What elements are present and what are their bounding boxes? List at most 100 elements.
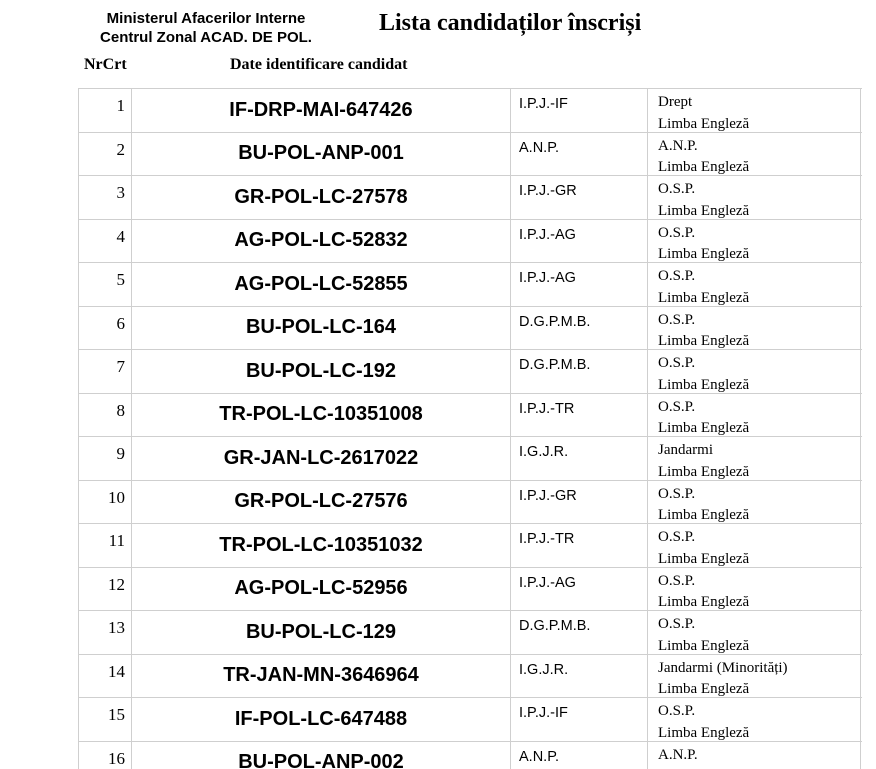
program-cell: A.N.P. [648,741,861,769]
row-number-cell: 7 [79,350,132,393]
row-number-cell: 3 [79,176,132,219]
row-number-cell: 11 [79,524,132,567]
table-row: 2 BU-POL-ANP-001 A.N.P. A.N.P. Limba Eng… [79,132,862,176]
program-line: O.S.P. [658,485,696,502]
language-line: Limba Engleză [658,420,750,436]
table-row: 5 AG-POL-LC-52855 I.P.J.-AG O.S.P. Limba… [79,263,862,307]
candidate-id-cell: IF-POL-LC-647488 [132,698,511,741]
language-line: Limba Engleză [658,724,750,741]
language-line: Limba Engleză [658,115,750,132]
table-row: 16 BU-POL-ANP-002 A.N.P. A.N.P. [79,741,862,769]
organization-line-2: Centrul Zonal ACAD. DE POL. [100,29,312,46]
language-line: Limba Engleză [658,463,750,480]
unit-cell: I.P.J.-TR [511,524,648,567]
candidate-id-cell: BU-POL-ANP-001 [132,132,511,175]
program-line: A.N.P. [658,746,698,763]
unit-cell: I.P.J.-IF [511,698,648,741]
candidate-id-cell: IF-DRP-MAI-647426 [132,89,511,132]
program-line: O.S.P. [658,703,696,719]
program-cell: O.S.P. Limba Engleză [648,480,861,523]
unit-cell: A.N.P. [511,741,648,769]
row-number-cell: 6 [79,306,132,349]
candidate-id-cell: TR-POL-LC-10351032 [132,524,511,567]
organization-header: Ministerul Afacerilor Interne Centrul Zo… [98,9,314,47]
row-number-cell: 12 [79,567,132,610]
language-line: Limba Engleză [658,289,750,306]
candidate-id-cell: GR-POL-LC-27576 [132,480,511,523]
program-line: A.N.P. [658,137,698,154]
table-row: 8 TR-POL-LC-10351008 I.P.J.-TR O.S.P. Li… [79,393,862,437]
program-cell: O.S.P. Limba Engleză [648,698,861,741]
program-line: O.S.P. [658,181,696,197]
program-cell: Drept Limba Engleză [648,89,861,132]
program-cell: O.S.P. Limba Engleză [648,219,861,262]
program-line: O.S.P. [658,224,696,241]
table-row: 3 GR-POL-LC-27578 I.P.J.-GR O.S.P. Limba… [79,176,862,220]
program-line: Jandarmi (Minorități) [658,659,788,676]
table-row: 12 AG-POL-LC-52956 I.P.J.-AG O.S.P. Limb… [79,567,862,611]
row-number-cell: 13 [79,611,132,654]
unit-cell: I.G.J.R. [511,437,648,480]
row-number-cell: 16 [79,741,132,769]
table-row: 11 TR-POL-LC-10351032 I.P.J.-TR O.S.P. L… [79,524,862,568]
candidate-id-cell: BU-POL-ANP-002 [132,741,511,769]
row-number-cell: 9 [79,437,132,480]
language-line: Limba Engleză [658,376,750,393]
program-cell: Jandarmi (Minorități) Limba Engleză [648,654,861,697]
language-line: Limba Engleză [658,550,750,567]
unit-cell: D.G.P.M.B. [511,611,648,654]
column-header-candidate: Date identificare candidat [230,56,408,73]
unit-cell: I.P.J.-GR [511,176,648,219]
program-line: O.S.P. [658,268,696,284]
program-line: O.S.P. [658,529,696,545]
unit-cell: I.P.J.-IF [511,89,648,132]
candidate-id-cell: TR-POL-LC-10351008 [132,393,511,436]
unit-cell: D.G.P.M.B. [511,306,648,349]
unit-cell: I.P.J.-AG [511,219,648,262]
table-row: 14 TR-JAN-MN-3646964 I.G.J.R. Jandarmi (… [79,654,862,698]
language-line: Limba Engleză [658,333,750,349]
table-row: 7 BU-POL-LC-192 D.G.P.M.B. O.S.P. Limba … [79,350,862,394]
column-header-nrcrt: NrCrt [84,56,127,73]
program-cell: O.S.P. Limba Engleză [648,524,861,567]
table-row: 4 AG-POL-LC-52832 I.P.J.-AG O.S.P. Limba… [79,219,862,263]
language-line: Limba Engleză [658,159,750,175]
unit-cell: I.P.J.-TR [511,393,648,436]
program-cell: O.S.P. Limba Engleză [648,306,861,349]
row-number-cell: 4 [79,219,132,262]
program-line: Jandarmi [658,442,713,458]
program-cell: O.S.P. Limba Engleză [648,393,861,436]
program-cell: O.S.P. Limba Engleză [648,263,861,306]
page-title: Lista candidaților înscriși [379,10,642,36]
candidate-id-cell: AG-POL-LC-52956 [132,567,511,610]
unit-cell: I.G.J.R. [511,654,648,697]
language-line: Limba Engleză [658,507,750,523]
table-row: 1 IF-DRP-MAI-647426 I.P.J.-IF Drept Limb… [79,89,862,133]
language-line: Limba Engleză [658,681,750,697]
table-row: 9 GR-JAN-LC-2617022 I.G.J.R. Jandarmi Li… [79,437,862,481]
unit-cell: I.P.J.-AG [511,567,648,610]
program-cell: O.S.P. Limba Engleză [648,176,861,219]
candidate-id-cell: AG-POL-LC-52832 [132,219,511,262]
organization-line-1: Ministerul Afacerilor Interne [106,10,306,27]
candidate-id-cell: BU-POL-LC-129 [132,611,511,654]
row-number-cell: 1 [79,89,132,132]
language-line: Limba Engleză [658,202,750,219]
language-line: Limba Engleză [658,594,750,610]
candidate-id-cell: GR-POL-LC-27578 [132,176,511,219]
program-cell: O.S.P. Limba Engleză [648,350,861,393]
candidate-id-cell: BU-POL-LC-192 [132,350,511,393]
candidate-id-cell: TR-JAN-MN-3646964 [132,654,511,697]
row-number-cell: 10 [79,480,132,523]
unit-cell: A.N.P. [511,132,648,175]
row-number-cell: 5 [79,263,132,306]
table-row: 6 BU-POL-LC-164 D.G.P.M.B. O.S.P. Limba … [79,306,862,350]
program-line: Drept [658,94,693,110]
program-line: O.S.P. [658,311,696,328]
table-row: 10 GR-POL-LC-27576 I.P.J.-GR O.S.P. Limb… [79,480,862,524]
program-line: O.S.P. [658,398,696,415]
table-row: 15 IF-POL-LC-647488 I.P.J.-IF O.S.P. Lim… [79,698,862,742]
row-number-cell: 2 [79,132,132,175]
candidate-id-cell: GR-JAN-LC-2617022 [132,437,511,480]
